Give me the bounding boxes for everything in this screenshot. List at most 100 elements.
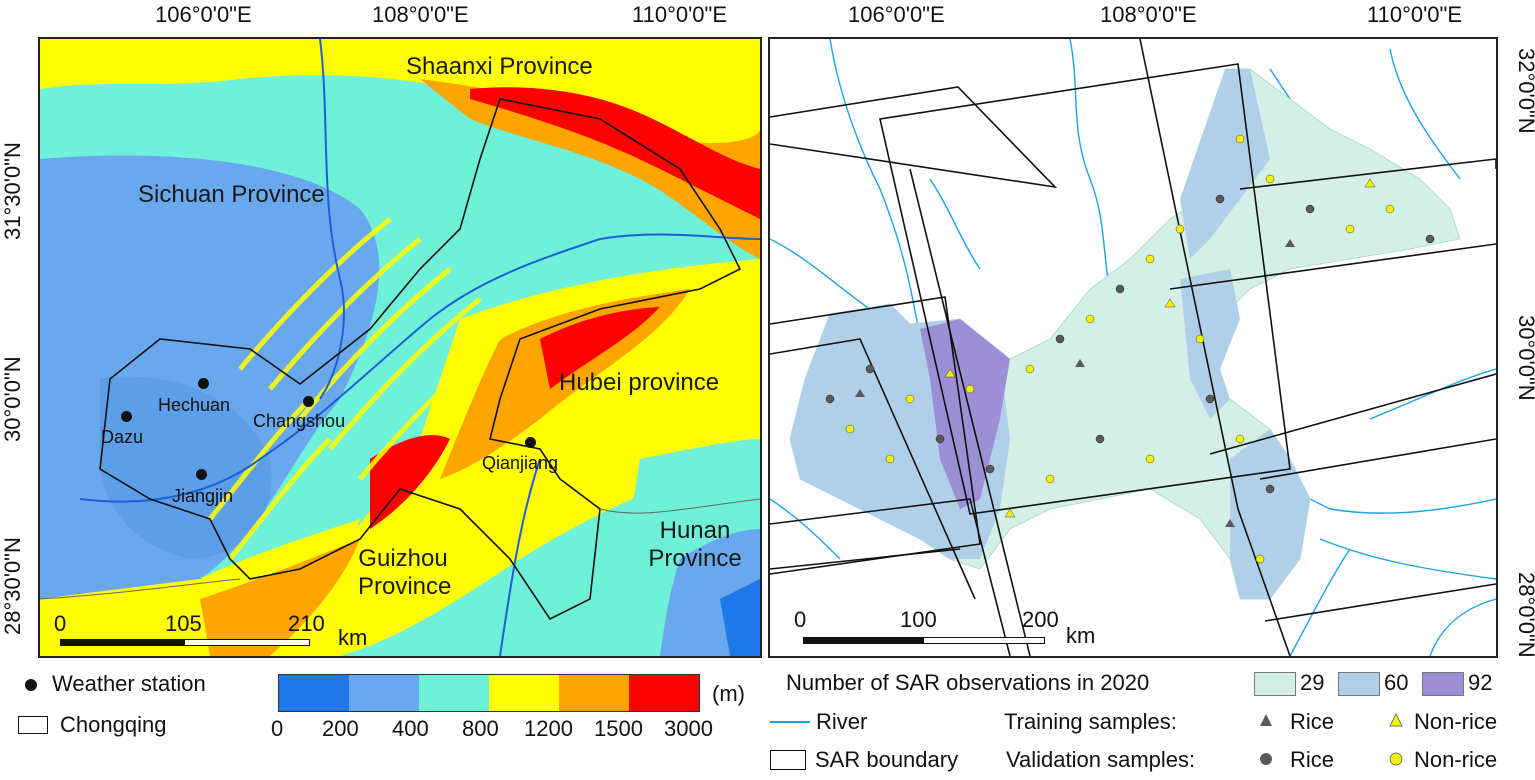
elevation-break-0: 0 <box>271 716 284 741</box>
dalou-mountains <box>200 539 360 656</box>
right-scale-unit: km <box>1066 623 1096 648</box>
label-hunan-line2: Province <box>648 545 742 572</box>
left-lat-tick-2-label: 30°0'0"N <box>0 356 25 442</box>
fold-ridges <box>208 217 512 561</box>
daba-mountains <box>420 79 760 259</box>
elevation-break-200: 200 <box>322 716 359 741</box>
sar-label-29: 29 <box>1300 670 1325 695</box>
elevation-break-400: 400 <box>392 716 429 741</box>
right-top-tick-3: 110°0'0"E <box>1367 2 1463 27</box>
legend-river-label: River <box>816 709 868 734</box>
label-guizhou-line1: Guizhou <box>358 545 448 572</box>
station-hechuan-dot[interactable] <box>198 378 209 389</box>
station-changshou-label: Changshou <box>253 411 346 431</box>
right-top-tick-1: 106°0'0"E <box>848 2 945 27</box>
legend-training-nonrice-icon <box>1389 713 1403 727</box>
elevation-swatch-5 <box>559 675 629 711</box>
southeast-peaks <box>370 435 450 529</box>
legend-chongqing-box <box>18 716 48 734</box>
legend-weather-station-dot <box>25 679 37 691</box>
sar-map-svg <box>770 39 1496 656</box>
sar-swatch-29 <box>1254 672 1296 696</box>
station-hechuan-label: Hechuan <box>158 395 231 415</box>
elevation-unit: (m) <box>712 681 745 706</box>
elevation-swatch-2 <box>349 675 419 711</box>
station-dazu-label: Dazu <box>101 427 144 447</box>
daba-peaks <box>470 87 760 220</box>
right-lat-tick-1-label: 32°0'0"N <box>1514 48 1535 134</box>
left-top-tick-2: 108°0'0"E <box>372 2 469 27</box>
legend-validation-label: Validation samples: <box>1006 747 1196 772</box>
elevation-swatch-3 <box>419 675 489 711</box>
right-top-tick-2: 108°0'0"E <box>1100 2 1197 27</box>
sar-coverage-60-north <box>1180 69 1270 259</box>
legend-training-rice-icon <box>1260 714 1272 726</box>
left-scale-bar-white <box>184 639 310 646</box>
elevation-color-bar <box>278 674 700 712</box>
label-hunan: Hunan Province <box>640 517 750 573</box>
right-lat-tick-2-label: 30°0'0"N <box>1514 315 1535 401</box>
legend-sar-boundary-label: SAR boundary <box>815 747 959 772</box>
left-top-tick-1: 106°0'0"E <box>155 2 252 27</box>
left-scale-bar-black <box>60 639 186 646</box>
east-highland <box>240 259 760 656</box>
left-lat-tick-3: 28°30'0"N <box>0 525 30 635</box>
right-lat-tick-2: 30°0'0"N <box>1509 315 1535 425</box>
elevation-swatch-4 <box>489 675 559 711</box>
legend-validation-nonrice-label: Non-rice <box>1414 747 1498 772</box>
left-top-tick-3: 110°0'0"E <box>632 2 728 27</box>
elevation-map[interactable]: Shaanxi Province Sichuan Province Hubei … <box>38 37 762 658</box>
left-scale-0: 0 <box>54 611 67 636</box>
station-dazu-dot[interactable] <box>121 411 132 422</box>
legend-validation-nonrice-icon <box>1389 752 1403 766</box>
right-scale-100: 100 <box>900 607 937 632</box>
sample-points <box>825 134 1435 564</box>
station-changshou-dot[interactable] <box>303 396 314 407</box>
elevation-break-1200: 1200 <box>524 716 573 741</box>
chongqing-boundary <box>99 98 742 621</box>
wushan-peaks <box>540 307 660 389</box>
left-scale-210: 210 <box>288 611 325 636</box>
right-scale-bar-black <box>803 637 925 644</box>
sar-label-92: 92 <box>1468 670 1493 695</box>
label-shaanxi: Shaanxi Province <box>406 53 593 80</box>
left-lat-tick-1-label: 31°30'0"N <box>0 142 25 240</box>
label-hunan-line1: Hunan <box>659 517 731 544</box>
rivers-left <box>79 39 760 656</box>
legend-training-rice-label: Rice <box>1290 709 1335 734</box>
sar-coverage-60-south <box>1230 429 1310 599</box>
sar-label-60: 60 <box>1384 670 1409 695</box>
right-scale-bar-white <box>923 637 1045 644</box>
legend-validation-rice-icon <box>1260 753 1272 765</box>
sar-swatch-60 <box>1338 672 1380 696</box>
province-boundaries <box>40 498 760 600</box>
left-scale-105: 105 <box>165 611 202 636</box>
station-qianjiang-label: Qianjiang <box>482 453 559 473</box>
legend-validation-rice-label: Rice <box>1290 747 1335 772</box>
elevation-swatch-1 <box>279 675 349 711</box>
legend-training-nonrice-label: Non-rice <box>1414 709 1498 734</box>
sar-legend-title: Number of SAR observations in 2020 <box>786 670 1150 695</box>
left-scale-unit: km <box>338 625 368 650</box>
legend-river-line <box>770 721 810 723</box>
label-guizhou: Guizhou Province <box>358 545 452 601</box>
sar-coverage-92 <box>920 319 1010 509</box>
sar-swatch-92 <box>1422 672 1464 696</box>
elevation-break-800: 800 <box>462 716 499 741</box>
north-highland <box>40 39 760 159</box>
sar-map[interactable]: 0 100 200 km <box>768 37 1498 658</box>
right-scale-200: 200 <box>1022 607 1059 632</box>
legend-chongqing-label: Chongqing <box>60 712 167 737</box>
basin-low <box>100 376 272 559</box>
station-jiangjin-dot[interactable] <box>196 469 207 480</box>
station-qianjiang-dot[interactable] <box>525 437 536 448</box>
elevation-break-3000: 3000 <box>664 716 713 741</box>
legend-training-label: Training samples: <box>1004 709 1177 734</box>
legend-sar-boundary-box <box>770 750 806 770</box>
station-jiangjin-label: Jiangjin <box>172 486 234 506</box>
right-lat-tick-3: 28°0'0"N <box>1509 572 1535 682</box>
label-guizhou-line2: Province <box>358 573 452 600</box>
dongting-plain <box>720 579 760 656</box>
left-lat-tick-1: 31°30'0"N <box>0 130 30 240</box>
elevation-map-svg <box>40 39 760 656</box>
